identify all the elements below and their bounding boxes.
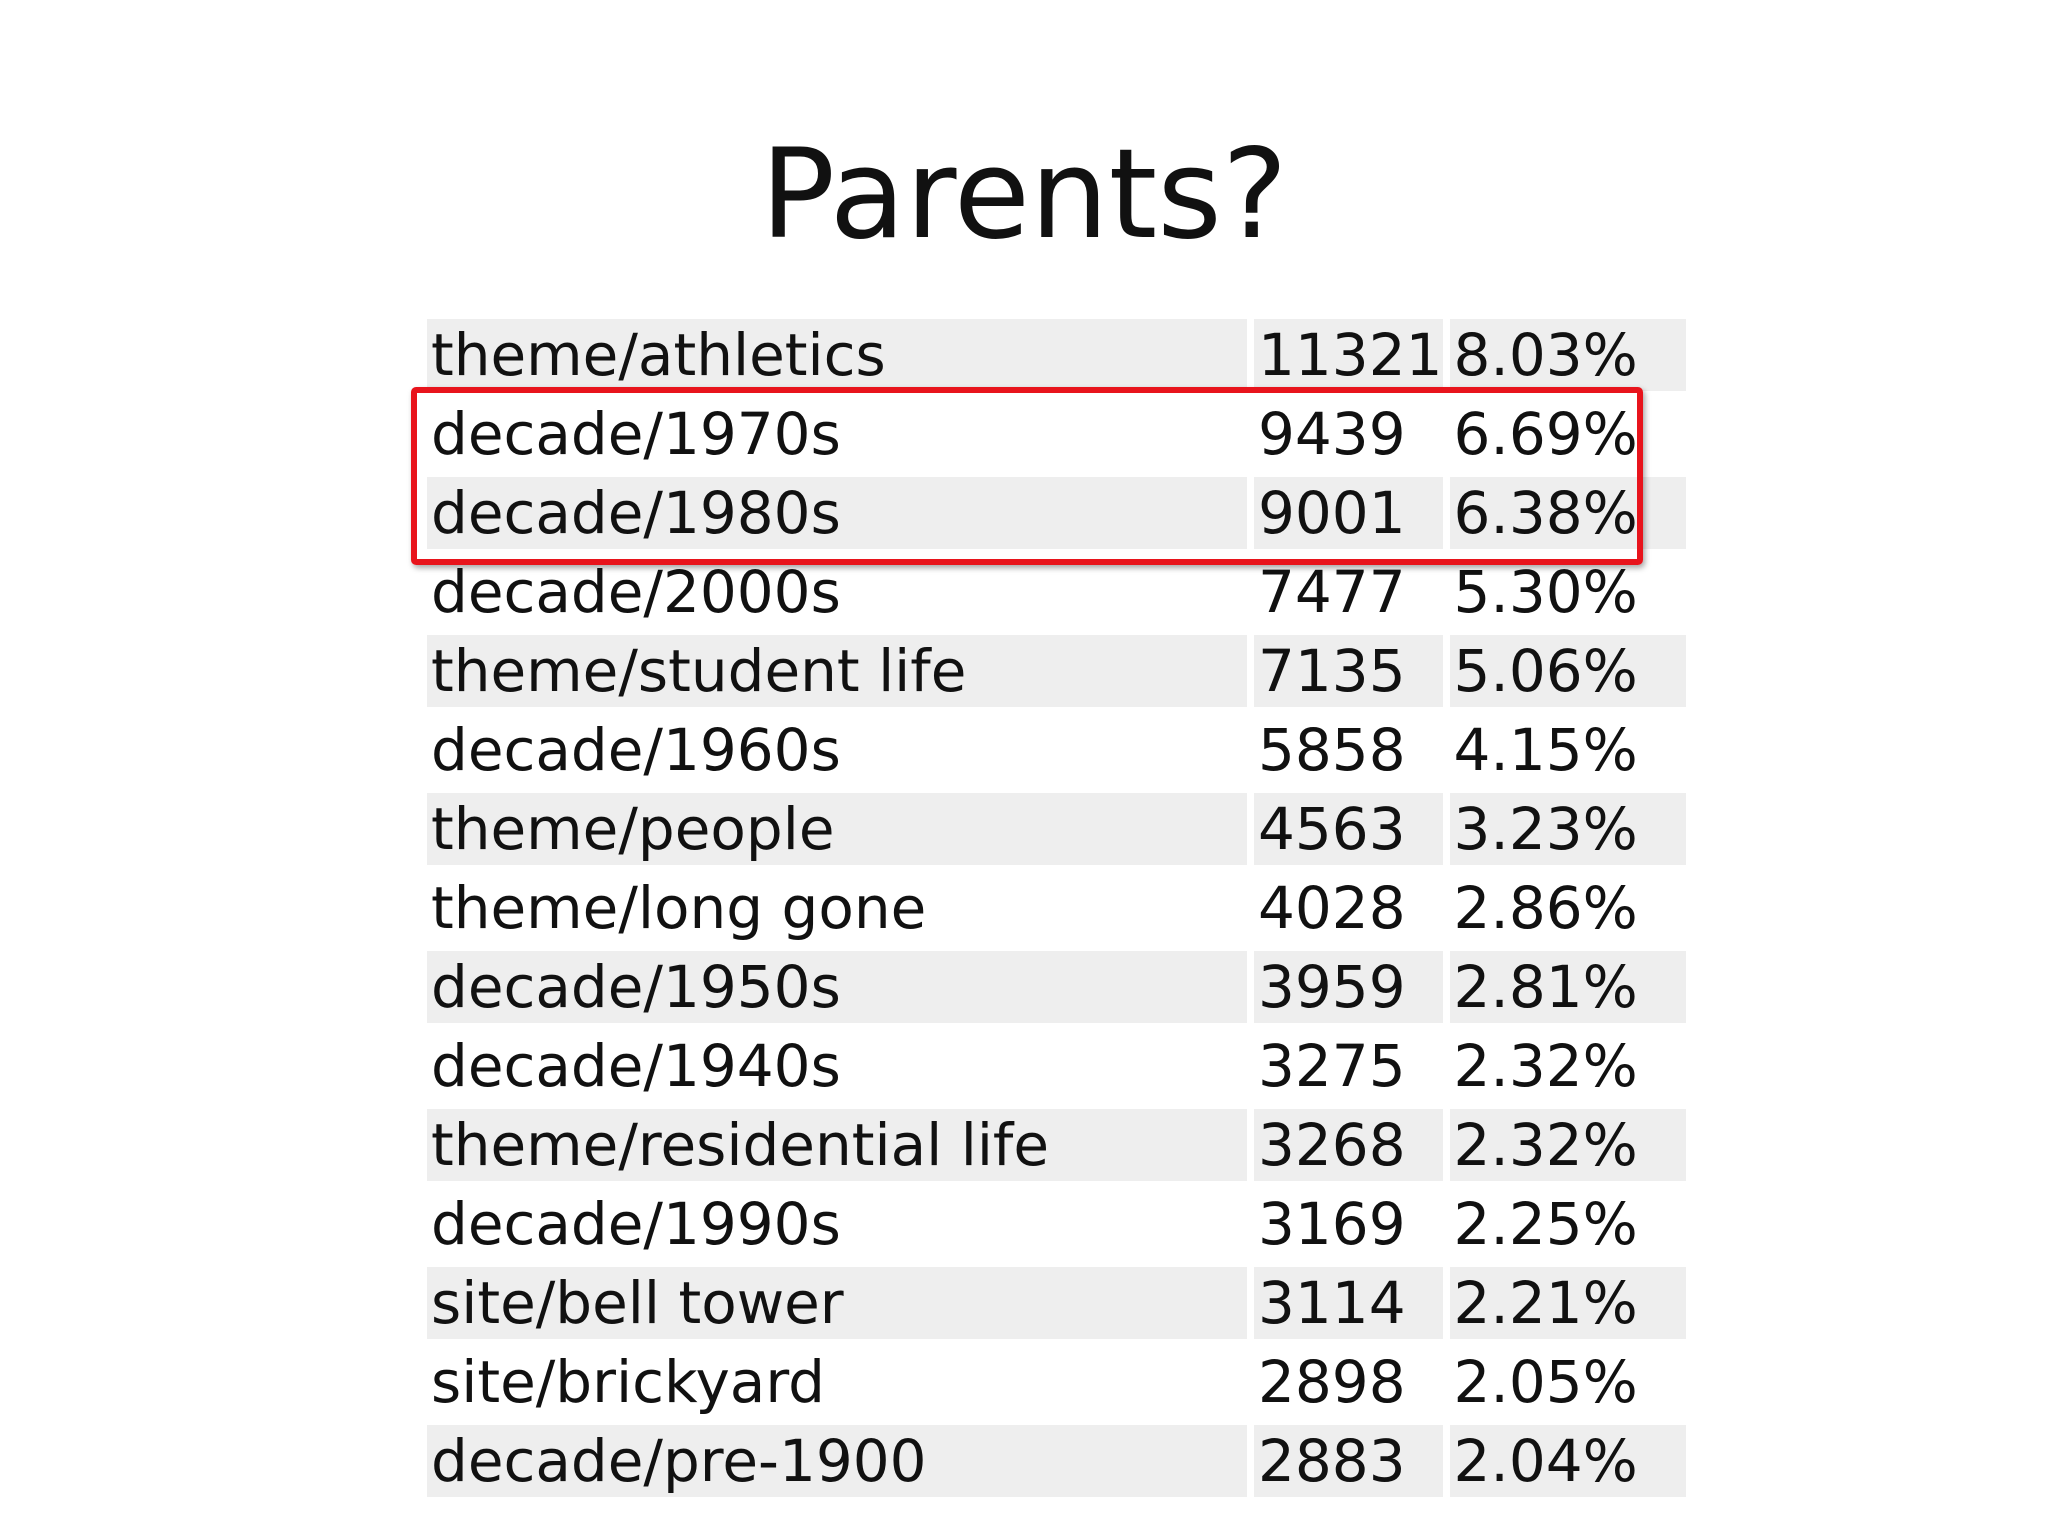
count-cell: 2898	[1254, 1346, 1443, 1418]
table-row: decade/1950s 3959 2.81%	[427, 951, 1686, 1023]
table-row: decade/pre-1900 2883 2.04%	[427, 1425, 1686, 1497]
percent-cell: 8.03%	[1449, 319, 1686, 391]
tag-cell: theme/athletics	[427, 319, 1247, 391]
percent-cell: 2.05%	[1449, 1346, 1686, 1418]
tag-cell: site/brickyard	[427, 1346, 1247, 1418]
count-cell: 9439	[1254, 398, 1443, 470]
tag-cell: decade/2000s	[427, 556, 1247, 628]
table-row: theme/student life 7135 5.06%	[427, 635, 1686, 707]
percent-cell: 3.23%	[1449, 793, 1686, 865]
tag-cell: decade/1980s	[427, 477, 1247, 549]
tag-cell: decade/pre-1900	[427, 1425, 1247, 1497]
count-cell: 3169	[1254, 1188, 1443, 1260]
tag-cell: theme/residential life	[427, 1109, 1247, 1181]
table-row: decade/2000s 7477 5.30%	[427, 556, 1686, 628]
table-row: site/bell tower 3114 2.21%	[427, 1267, 1686, 1339]
percent-cell: 4.15%	[1449, 714, 1686, 786]
percent-cell: 2.04%	[1449, 1425, 1686, 1497]
tag-cell: theme/long gone	[427, 872, 1247, 944]
count-cell: 4563	[1254, 793, 1443, 865]
count-cell: 4028	[1254, 872, 1443, 944]
count-cell: 11321	[1254, 319, 1443, 391]
percent-cell: 2.81%	[1449, 951, 1686, 1023]
tag-cell: site/bell tower	[427, 1267, 1247, 1339]
count-cell: 3275	[1254, 1030, 1443, 1102]
count-cell: 3114	[1254, 1267, 1443, 1339]
percent-cell: 5.30%	[1449, 556, 1686, 628]
percent-cell: 2.21%	[1449, 1267, 1686, 1339]
table-row: site/brickyard 2898 2.05%	[427, 1346, 1686, 1418]
tag-cell: decade/1990s	[427, 1188, 1247, 1260]
count-cell: 2883	[1254, 1425, 1443, 1497]
table-row: decade/1980s 9001 6.38%	[427, 477, 1686, 549]
count-cell: 9001	[1254, 477, 1443, 549]
slide-title: Parents?	[760, 123, 1288, 267]
table-row: theme/people 4563 3.23%	[427, 793, 1686, 865]
tag-cell: decade/1950s	[427, 951, 1247, 1023]
table-row: decade/1990s 3169 2.25%	[427, 1188, 1686, 1260]
table-row: theme/athletics 11321 8.03%	[427, 319, 1686, 391]
tag-cell: theme/people	[427, 793, 1247, 865]
count-cell: 3959	[1254, 951, 1443, 1023]
table-row: theme/long gone 4028 2.86%	[427, 872, 1686, 944]
table-row: theme/residential life 3268 2.32%	[427, 1109, 1686, 1181]
table-row: decade/1960s 5858 4.15%	[427, 714, 1686, 786]
percent-cell: 2.32%	[1449, 1109, 1686, 1181]
table-row: decade/1970s 9439 6.69%	[427, 398, 1686, 470]
table-row: decade/1940s 3275 2.32%	[427, 1030, 1686, 1102]
tag-table-body: theme/athletics 11321 8.03% decade/1970s…	[427, 319, 1686, 1497]
count-cell: 7477	[1254, 556, 1443, 628]
count-cell: 5858	[1254, 714, 1443, 786]
percent-cell: 6.38%	[1449, 477, 1686, 549]
tag-cell: decade/1960s	[427, 714, 1247, 786]
tag-cell: decade/1970s	[427, 398, 1247, 470]
percent-cell: 2.86%	[1449, 872, 1686, 944]
tag-frequency-table: theme/athletics 11321 8.03% decade/1970s…	[420, 312, 1693, 1504]
percent-cell: 2.32%	[1449, 1030, 1686, 1102]
count-cell: 3268	[1254, 1109, 1443, 1181]
percent-cell: 2.25%	[1449, 1188, 1686, 1260]
count-cell: 7135	[1254, 635, 1443, 707]
tag-cell: theme/student life	[427, 635, 1247, 707]
percent-cell: 5.06%	[1449, 635, 1686, 707]
tag-cell: decade/1940s	[427, 1030, 1247, 1102]
percent-cell: 6.69%	[1449, 398, 1686, 470]
